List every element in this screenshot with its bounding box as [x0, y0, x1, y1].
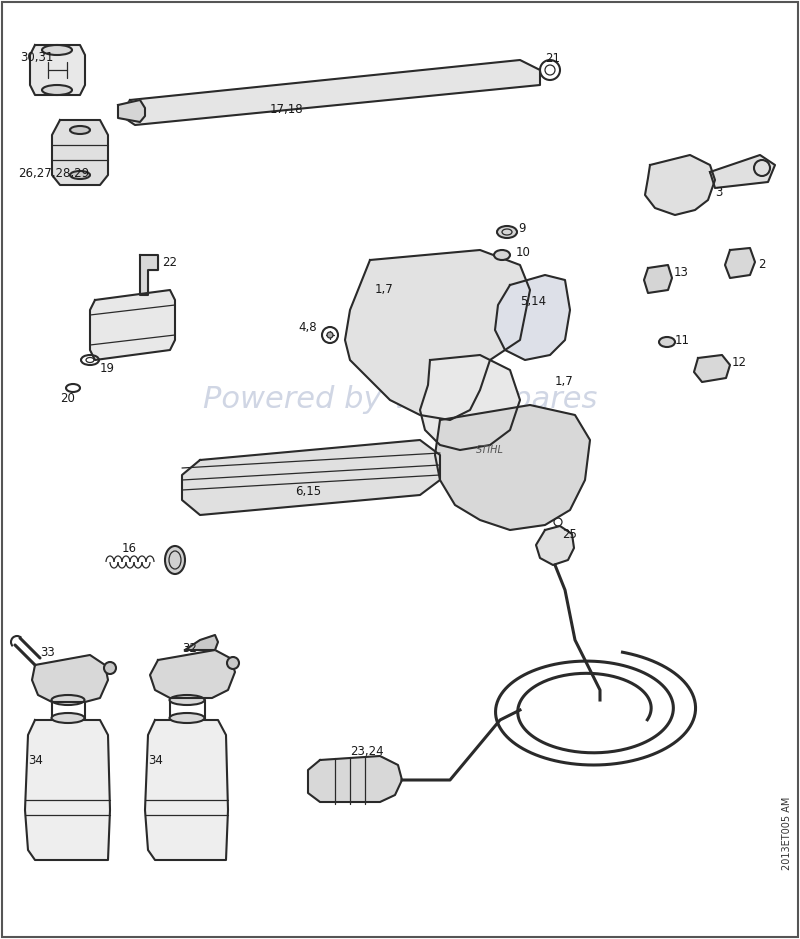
- Ellipse shape: [659, 337, 675, 347]
- Polygon shape: [435, 405, 590, 530]
- Text: 2013ET005 AM: 2013ET005 AM: [782, 796, 792, 870]
- Text: 34: 34: [148, 753, 163, 766]
- Circle shape: [227, 657, 239, 669]
- Text: 6,15: 6,15: [295, 485, 321, 499]
- Text: 5,14: 5,14: [520, 296, 546, 309]
- Polygon shape: [32, 655, 108, 702]
- Polygon shape: [710, 155, 775, 188]
- Text: 26,27,28,29: 26,27,28,29: [18, 166, 89, 179]
- Text: 11: 11: [675, 333, 690, 346]
- Text: Powered by Vision Spares: Powered by Vision Spares: [203, 386, 597, 414]
- Polygon shape: [182, 440, 440, 515]
- Text: 33: 33: [40, 645, 54, 658]
- Ellipse shape: [497, 226, 517, 238]
- Text: 20: 20: [60, 392, 75, 405]
- Polygon shape: [536, 526, 574, 565]
- Polygon shape: [495, 275, 570, 360]
- Polygon shape: [725, 248, 755, 278]
- Text: 4,8: 4,8: [298, 321, 317, 334]
- Text: 17,18: 17,18: [270, 103, 304, 116]
- Polygon shape: [52, 120, 108, 185]
- Text: 23,24: 23,24: [350, 746, 384, 759]
- Text: 13: 13: [674, 266, 689, 279]
- Text: STIHL: STIHL: [476, 445, 504, 455]
- Text: 3: 3: [715, 186, 722, 198]
- Polygon shape: [345, 250, 530, 420]
- Text: 22: 22: [162, 255, 177, 269]
- Ellipse shape: [494, 250, 510, 260]
- Polygon shape: [308, 756, 402, 802]
- Text: 9: 9: [518, 222, 526, 235]
- Ellipse shape: [42, 45, 72, 55]
- Polygon shape: [694, 355, 730, 382]
- Polygon shape: [118, 100, 145, 122]
- Text: 1,7: 1,7: [375, 284, 394, 297]
- Ellipse shape: [170, 695, 205, 705]
- Ellipse shape: [42, 85, 72, 95]
- Polygon shape: [150, 650, 235, 698]
- Text: 1,7: 1,7: [555, 376, 574, 389]
- Circle shape: [104, 662, 116, 674]
- Text: 32: 32: [182, 641, 197, 654]
- Text: 34: 34: [28, 753, 43, 766]
- Ellipse shape: [165, 546, 185, 574]
- Polygon shape: [140, 255, 158, 295]
- Polygon shape: [25, 720, 110, 860]
- Text: 2: 2: [758, 257, 766, 270]
- Polygon shape: [120, 60, 540, 125]
- Text: 16: 16: [122, 542, 137, 555]
- Polygon shape: [420, 355, 520, 450]
- Ellipse shape: [70, 171, 90, 179]
- Text: 10: 10: [516, 247, 531, 259]
- Polygon shape: [90, 290, 175, 360]
- Polygon shape: [30, 45, 85, 95]
- Ellipse shape: [51, 713, 85, 723]
- Ellipse shape: [70, 126, 90, 134]
- Polygon shape: [145, 720, 228, 860]
- Polygon shape: [185, 635, 218, 650]
- Polygon shape: [645, 155, 715, 215]
- Ellipse shape: [170, 713, 205, 723]
- Text: 19: 19: [100, 362, 115, 375]
- Text: 12: 12: [732, 356, 747, 368]
- Circle shape: [327, 332, 333, 338]
- Text: 25: 25: [562, 529, 577, 542]
- Text: 21: 21: [545, 52, 560, 65]
- Text: 30,31: 30,31: [20, 52, 54, 65]
- Polygon shape: [644, 265, 672, 293]
- Ellipse shape: [51, 695, 85, 705]
